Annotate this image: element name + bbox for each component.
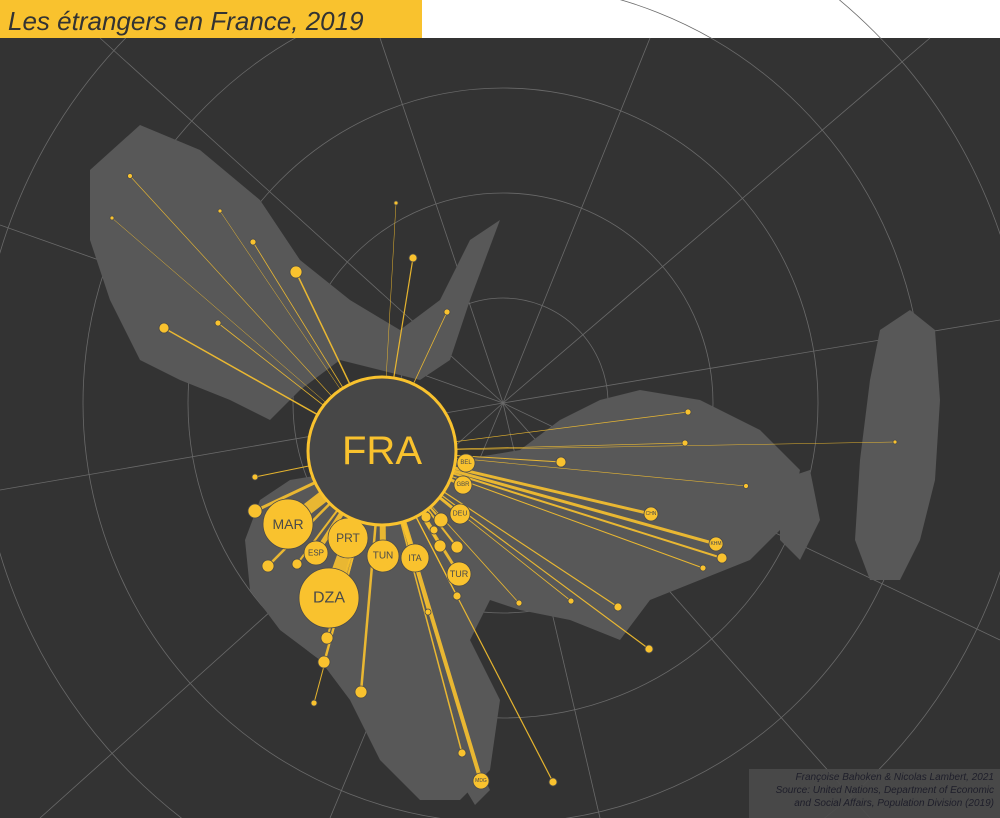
country-circle [247, 503, 263, 519]
credits: Françoise Bahoken & Nicolas Lambert, 202… [776, 772, 994, 809]
country-circle [446, 561, 472, 587]
country-circle [400, 543, 430, 573]
country-circle [743, 483, 749, 489]
country-label: BEL [460, 460, 472, 466]
country-circle [127, 173, 133, 179]
country-label: CHN [646, 511, 657, 517]
origin-circle [306, 375, 458, 527]
country-circle [548, 777, 558, 787]
country-circle [450, 540, 464, 554]
country-circle [366, 539, 400, 573]
country-circle [643, 506, 659, 522]
country-circle [613, 602, 623, 612]
country-circle [214, 319, 222, 327]
country-circle [158, 322, 170, 334]
country-circle [457, 748, 467, 758]
country-circle [515, 599, 523, 607]
country-circle [291, 558, 303, 570]
country-label: MDG [475, 778, 487, 784]
title-box [0, 0, 422, 38]
country-label: TUN [373, 551, 394, 562]
credits-box [749, 769, 1000, 818]
country-label: MAR [272, 516, 303, 532]
credit-line: and Social Affairs, Population Division … [794, 798, 994, 809]
country-circle [317, 655, 331, 669]
country-circle [429, 525, 439, 535]
country-circle [456, 453, 476, 473]
country-circle [303, 540, 329, 566]
country-label: TUR [450, 569, 469, 579]
country-circle [393, 200, 399, 206]
country-circle [892, 439, 898, 445]
country-circle [249, 238, 257, 246]
country-circle [684, 408, 692, 416]
flow [381, 441, 896, 452]
country-circle [262, 498, 314, 550]
country-circle [433, 512, 449, 528]
country-circle [699, 564, 707, 572]
country-circle [443, 308, 451, 316]
country-label: DEU [453, 511, 468, 518]
country-label: GBR [456, 482, 470, 488]
country-circle [681, 439, 689, 447]
country-circle [310, 699, 318, 707]
country-circle [453, 475, 473, 495]
country-circle [261, 559, 275, 573]
country-circle [433, 539, 447, 553]
country-circle [424, 608, 432, 616]
country-circle [298, 567, 360, 629]
origin-label: FRA [342, 429, 422, 473]
country-label: ESP [308, 549, 324, 558]
country-circle [217, 208, 223, 214]
country-circle [449, 503, 471, 525]
credit-line: Source: United Nations, Department of Ec… [776, 785, 994, 796]
country-circle [289, 265, 303, 279]
country-circle [320, 631, 334, 645]
country-circle [644, 644, 654, 654]
country-circle [251, 473, 259, 481]
country-label: PRT [336, 531, 360, 545]
credit-line: Françoise Bahoken & Nicolas Lambert, 202… [796, 772, 994, 783]
country-label: KHM [710, 541, 721, 547]
title: Les étrangers en France, 2019 [8, 6, 364, 36]
country-label: ITA [408, 553, 421, 563]
country-circle [716, 552, 728, 564]
nodes: MAR DZA PRT TUN ESP ITA TUR DEU GBR BEL CHN KHM MDG F… [109, 173, 898, 790]
country-circle [452, 591, 462, 601]
country-circle [708, 536, 724, 552]
country-label: DZA [313, 590, 345, 607]
country-circle [109, 215, 115, 221]
country-circle [408, 253, 418, 263]
country-circle [354, 685, 368, 699]
country-circle [472, 772, 490, 790]
country-circle [567, 597, 575, 605]
country-circle [555, 456, 567, 468]
